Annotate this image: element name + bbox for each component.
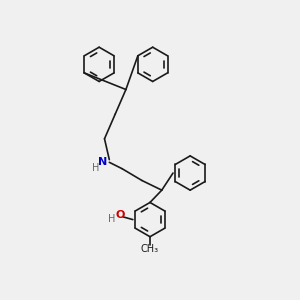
Text: N: N: [98, 157, 107, 167]
Text: H: H: [92, 163, 99, 173]
Text: CH₃: CH₃: [141, 244, 159, 254]
Text: O: O: [115, 210, 125, 220]
Text: H: H: [108, 214, 116, 224]
